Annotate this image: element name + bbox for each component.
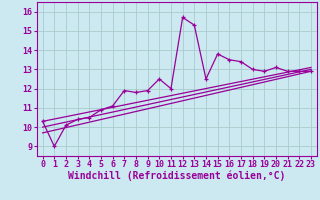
- X-axis label: Windchill (Refroidissement éolien,°C): Windchill (Refroidissement éolien,°C): [68, 171, 285, 181]
